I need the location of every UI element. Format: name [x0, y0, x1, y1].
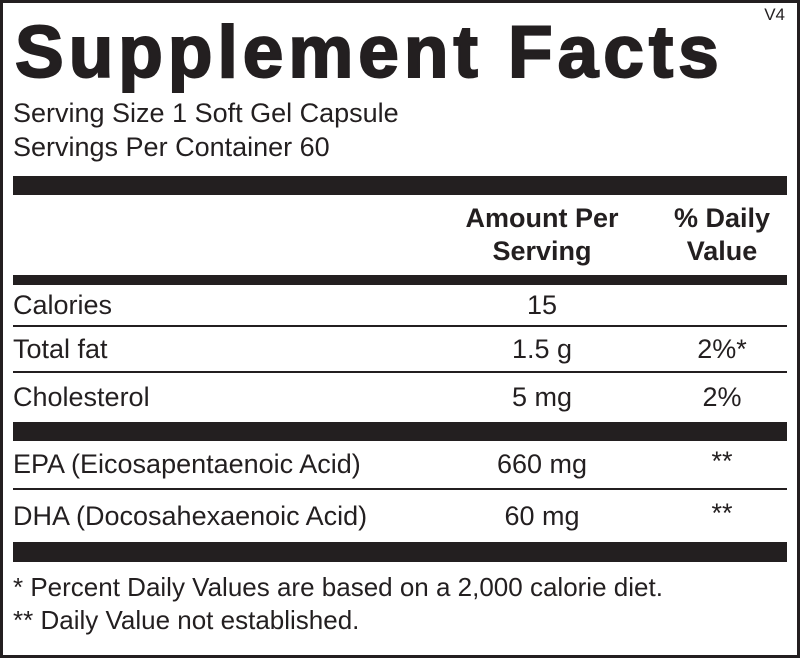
table-row: DHA (Docosahexaenoic Acid) 60 mg **	[13, 490, 787, 542]
nutrient-name: Calories	[13, 289, 113, 320]
row-divider	[13, 371, 787, 373]
row-divider	[13, 488, 787, 490]
column-header-row: Amount Per Serving % Daily Value	[13, 195, 787, 275]
nutrient-daily-value: **	[711, 446, 733, 476]
footnotes: * Percent Daily Values are based on a 2,…	[13, 571, 787, 637]
row-divider	[13, 325, 787, 327]
nutrient-name: EPA (Eicosapentaenoic Acid)	[13, 449, 361, 479]
page-title: Supplement Facts	[14, 11, 724, 94]
column-header-daily-value: % Daily Value	[673, 203, 771, 266]
nutrient-daily-value: **	[711, 497, 733, 528]
separator-bar-header	[13, 275, 787, 285]
footnote-not-established: ** Daily Value not established.	[13, 605, 360, 635]
table-row: EPA (Eicosapentaenoic Acid) 660 mg **	[13, 441, 787, 488]
nutrient-amount: 60 mg	[504, 500, 580, 531]
table-row: Total fat 1.5 g 2%*	[13, 327, 787, 371]
table-row: Cholesterol 5 mg 2%	[13, 373, 787, 422]
label-header: V4 Supplement Facts	[13, 3, 787, 94]
column-header-amount: Amount Per Serving	[465, 203, 619, 266]
nutrient-amount: 5 mg	[511, 382, 573, 412]
separator-bar-bottom	[13, 542, 787, 562]
nutrient-name: Cholesterol	[13, 382, 150, 412]
nutrient-amount: 660 mg	[496, 449, 588, 479]
separator-bar-top	[13, 176, 787, 195]
table-row: Calories 15	[13, 285, 787, 325]
nutrient-amount: 15	[526, 289, 558, 320]
nutrient-name: Total fat	[13, 333, 108, 364]
nutrient-name: DHA (Docosahexaenoic Acid)	[13, 500, 368, 531]
serving-info: Serving Size 1 Soft Gel Capsule Servings…	[13, 96, 787, 164]
nutrient-daily-value: 2%*	[697, 333, 747, 364]
separator-bar-middle	[13, 422, 787, 441]
servings-per-container-text: Servings Per Container 60	[13, 132, 330, 162]
serving-size-text: Serving Size 1 Soft Gel Capsule	[13, 98, 399, 128]
footnote-daily-value-basis: * Percent Daily Values are based on a 2,…	[13, 572, 663, 602]
nutrient-amount: 1.5 g	[511, 333, 573, 364]
version-tag: V4	[764, 5, 785, 24]
nutrient-daily-value: 2%	[702, 382, 742, 412]
